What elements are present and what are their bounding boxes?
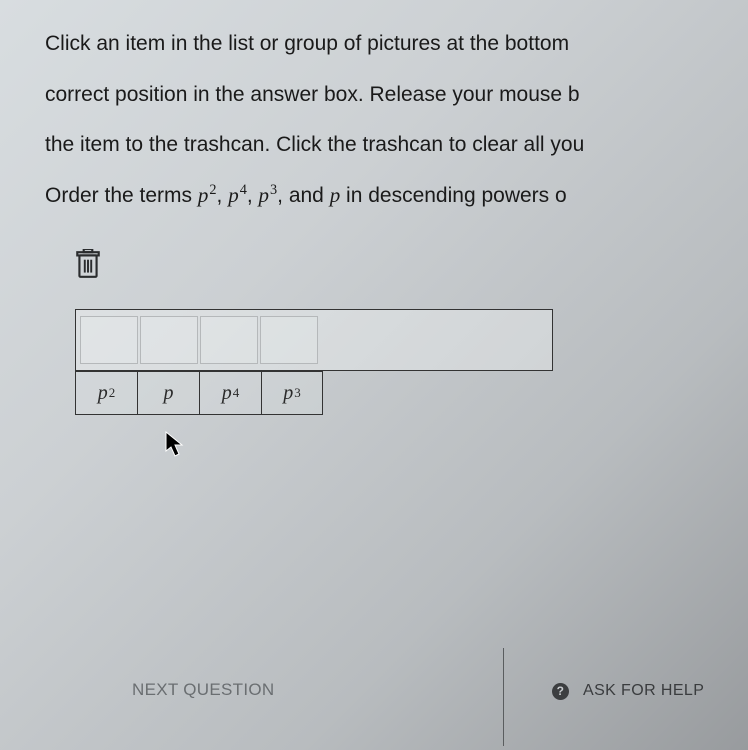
draggable-term-tile[interactable]: p4 <box>199 371 261 415</box>
answer-slot[interactable] <box>80 316 138 364</box>
ask-for-help-button[interactable]: ? ASK FOR HELP <box>552 682 704 700</box>
answer-slot[interactable] <box>140 316 198 364</box>
trashcan-icon <box>75 249 101 279</box>
help-icon: ? <box>552 683 569 700</box>
trashcan-button[interactable] <box>75 249 101 279</box>
next-question-button[interactable]: NEXT QUESTION <box>132 680 274 700</box>
mouse-cursor <box>165 431 185 464</box>
draggable-term-tile[interactable]: p2 <box>75 371 137 415</box>
answer-slot[interactable] <box>200 316 258 364</box>
instruction-line-3: the item to the trashcan. Click the tras… <box>45 129 748 162</box>
answer-box[interactable] <box>75 309 553 371</box>
draggable-term-tile[interactable]: p3 <box>261 371 323 415</box>
instruction-line-2: correct position in the answer box. Rele… <box>45 79 748 112</box>
vertical-divider <box>503 648 504 746</box>
question-text: Order the terms p2, p4, p3, and p in des… <box>45 180 748 212</box>
answer-slot[interactable] <box>260 316 318 364</box>
instruction-line-1: Click an item in the list or group of pi… <box>45 28 748 61</box>
ask-for-help-label: ASK FOR HELP <box>583 682 704 700</box>
draggable-term-tile[interactable]: p <box>137 371 199 415</box>
